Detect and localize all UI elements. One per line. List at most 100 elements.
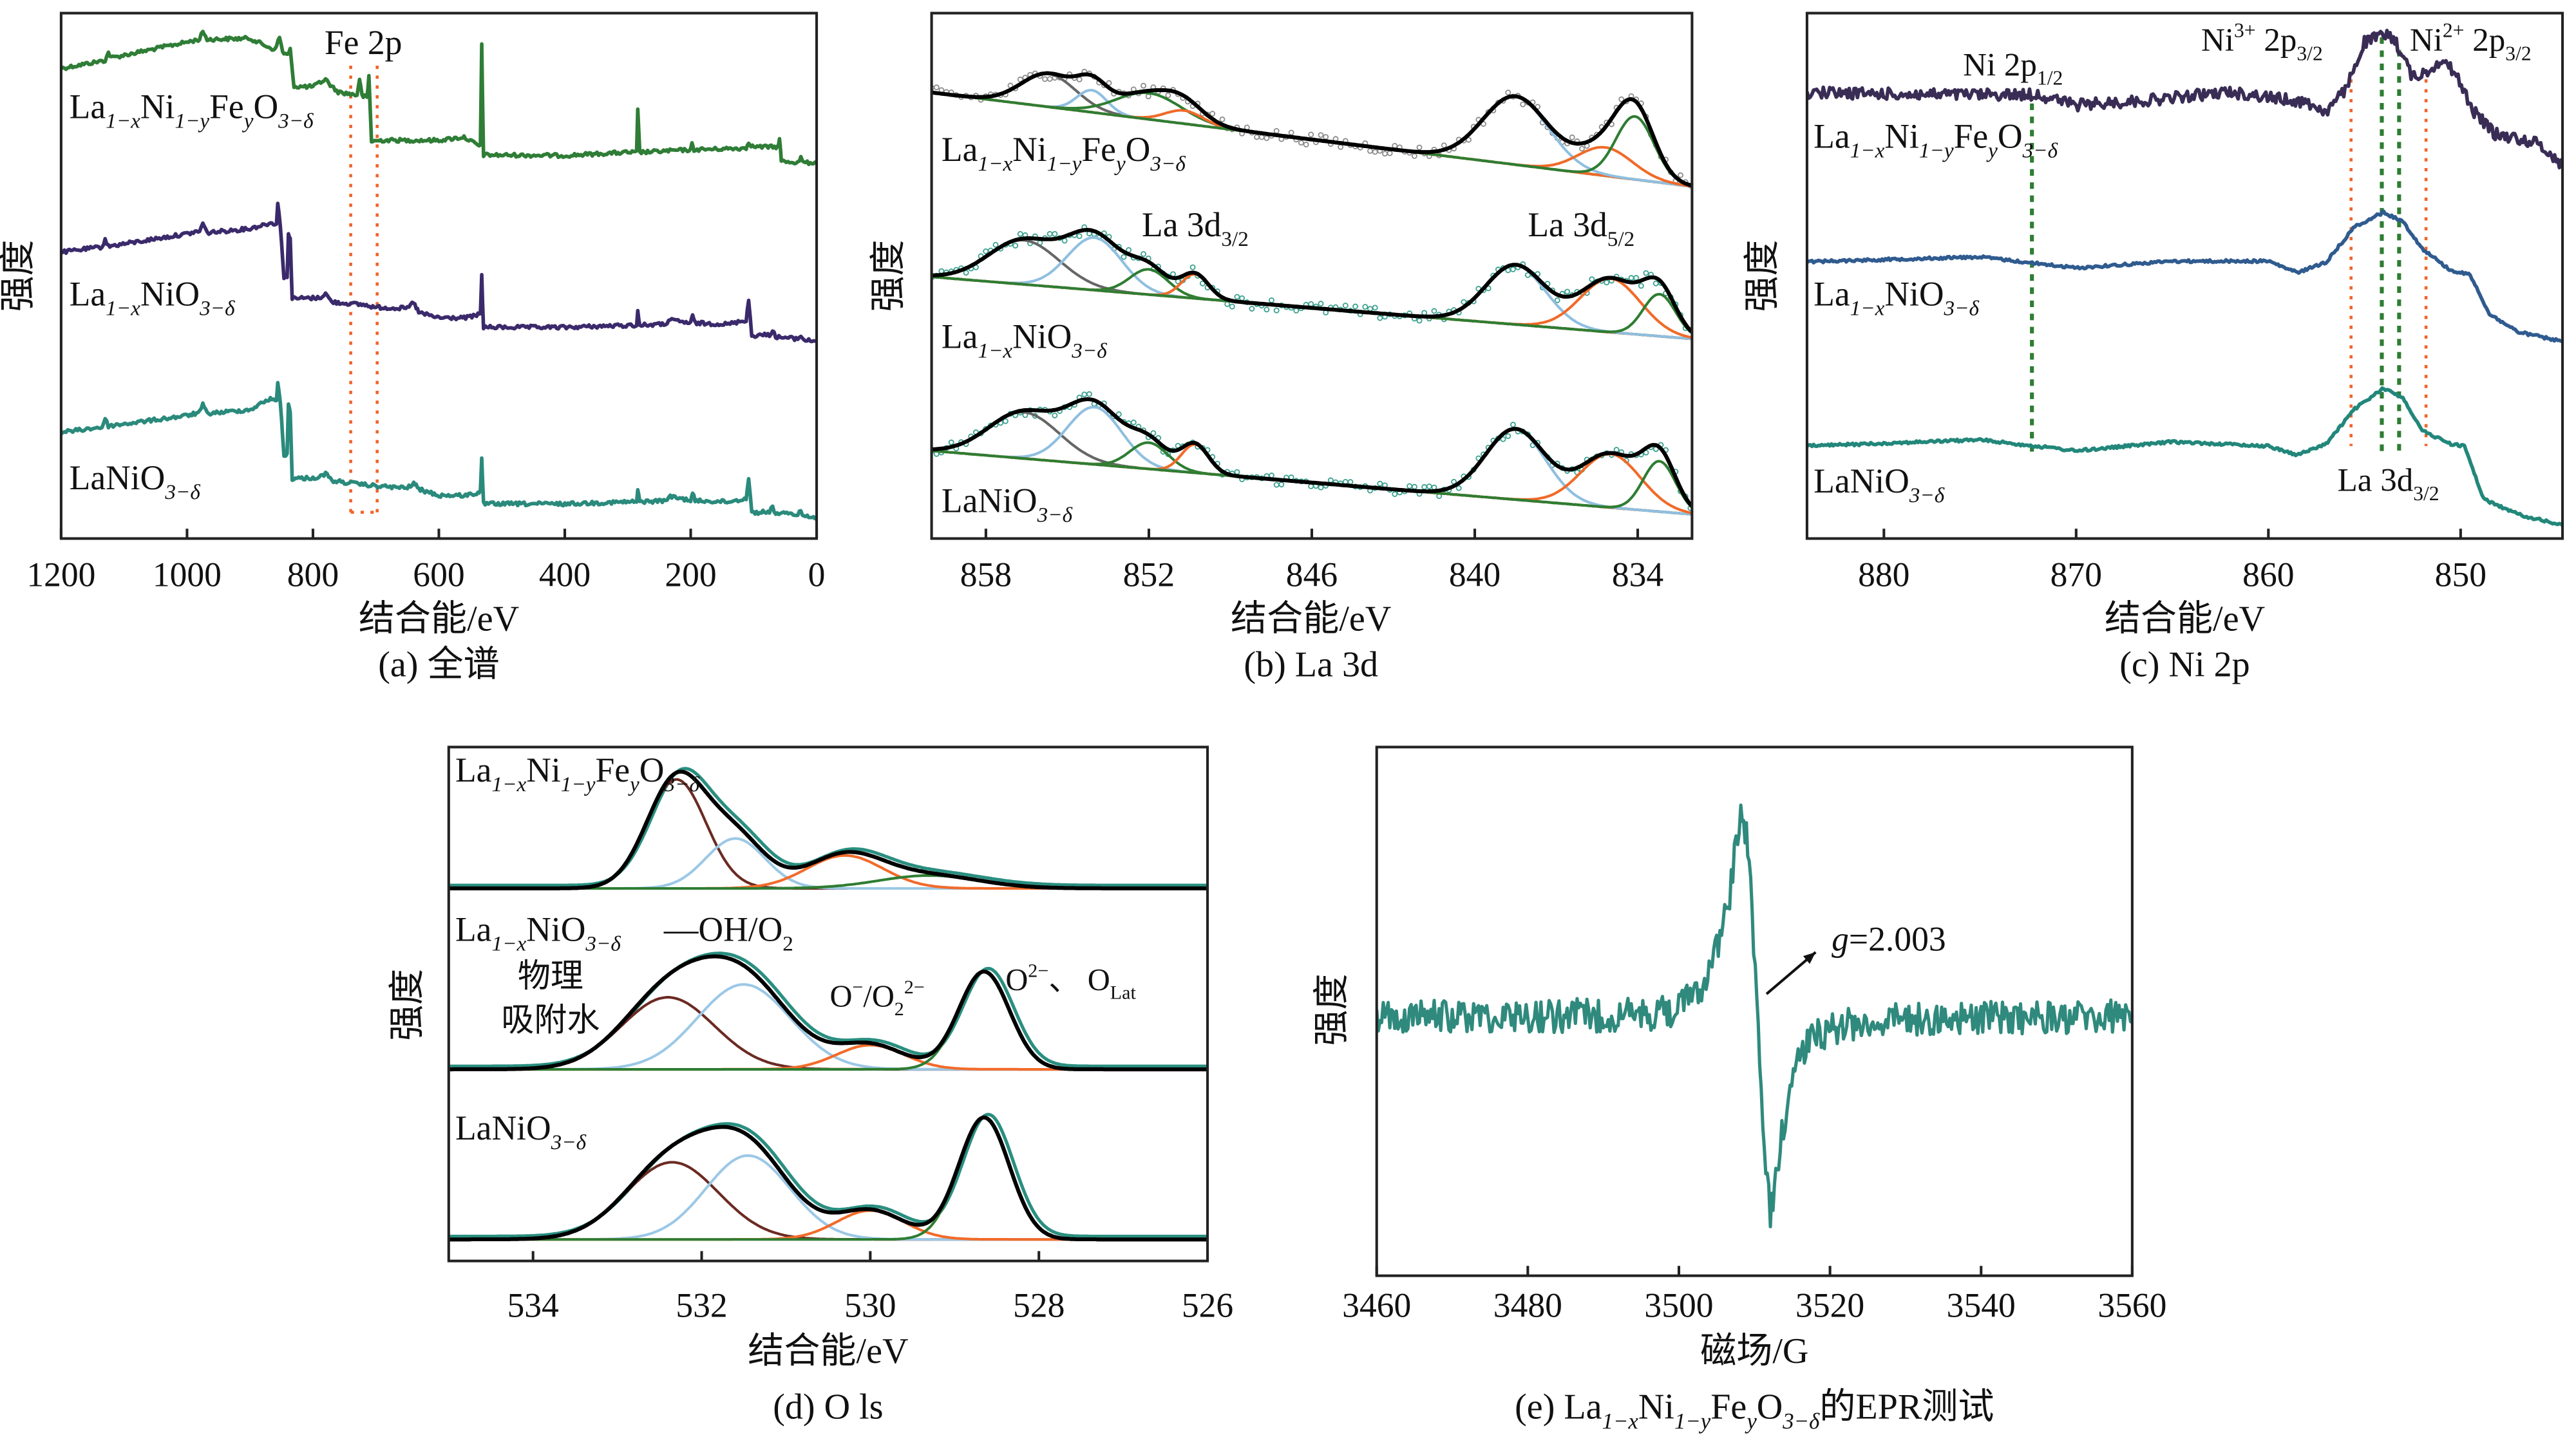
text-part: NiO <box>526 910 585 948</box>
raw-point <box>1141 82 1147 89</box>
raw-point <box>1416 317 1423 324</box>
text-part: 3−δ <box>278 109 314 133</box>
y-axis-label: 强度 <box>1312 973 1352 1046</box>
series-label: La1−xNiO3−δ <box>70 274 235 320</box>
text-part: Fe <box>209 88 244 126</box>
text-part: NiO <box>140 274 200 313</box>
text-part: NiO <box>1012 317 1072 356</box>
raw-point <box>1264 135 1270 142</box>
raw-point <box>1234 469 1240 475</box>
annotation-olat: O2−、 OLat <box>1005 961 1136 1004</box>
series-line <box>1376 803 2132 1228</box>
raw-point <box>1042 76 1048 82</box>
text-part: Ni <box>1012 130 1047 169</box>
text-part: 1−y <box>175 109 209 133</box>
text-part: O <box>1126 130 1151 169</box>
x-tick-label: 870 <box>2050 555 2102 594</box>
text-part: Ni <box>140 88 175 126</box>
annotation-xifushui: 吸附水 <box>501 1003 600 1039</box>
text-part: 3−δ <box>551 1130 587 1154</box>
text-part: Fe <box>1710 1387 1747 1427</box>
raw-point <box>1017 230 1023 237</box>
raw-point <box>1269 473 1274 478</box>
panel-caption: (b) La 3d <box>1244 645 1378 685</box>
plot-frame <box>447 746 1209 1262</box>
text-part: 2− <box>1028 961 1048 982</box>
text-part: 3−δ <box>2022 139 2058 163</box>
raw-point <box>1076 76 1083 82</box>
raw-point <box>1046 76 1053 82</box>
panel-d: La1−xNi1−yFeyO3−δLa1−xNiO3−δLaNiO3−δ—OH/… <box>388 746 1233 1427</box>
text-part: —OH/O <box>663 910 782 948</box>
text-part: 3−δ <box>585 932 621 955</box>
text-part: La 3d <box>2338 463 2414 499</box>
series-line <box>61 380 817 521</box>
raw-point <box>1362 304 1368 310</box>
y-axis-label: 强度 <box>1743 239 1783 312</box>
text-part: 1−x <box>1602 1409 1639 1434</box>
y-axis-label: 强度 <box>388 969 428 1041</box>
series-line <box>61 202 817 344</box>
text-part: 3−δ <box>1944 296 1980 320</box>
raw-point <box>1367 147 1373 154</box>
x-tick-label: 1200 <box>26 555 95 594</box>
raw-point <box>1338 144 1344 150</box>
text-part: La <box>1814 117 1850 156</box>
x-tick-label: 200 <box>665 555 716 594</box>
raw-point <box>1431 308 1437 314</box>
raw-point <box>933 84 940 91</box>
series-line <box>61 30 817 167</box>
x-tick-label: 840 <box>1449 555 1501 594</box>
x-tick-label: 3540 <box>1947 1286 2016 1324</box>
raw-point <box>1273 482 1280 488</box>
raw-point <box>1510 266 1516 272</box>
x-tick-label: 846 <box>1286 555 1338 594</box>
text-part: /O <box>863 979 894 1013</box>
raw-point <box>1052 412 1058 418</box>
raw-point <box>1234 294 1240 300</box>
text-part: Fe <box>1081 130 1116 169</box>
text-part: (a) 全谱 <box>378 645 499 685</box>
x-tick-label: 534 <box>507 1286 559 1324</box>
plot-frame <box>1805 12 2564 540</box>
text-part: 5/2 <box>1607 227 1634 251</box>
text-part: Ni <box>526 751 561 789</box>
text-part: Ni <box>1638 1387 1674 1427</box>
text-part: O <box>1998 117 2023 156</box>
text-part: LaNiO <box>1814 462 1909 500</box>
x-axis-label: 结合能/eV <box>359 599 519 639</box>
text-part: 3−δ <box>199 296 235 320</box>
text-part: =2.003 <box>1849 920 1946 959</box>
raw-point <box>1441 142 1447 149</box>
raw-point <box>1392 491 1398 497</box>
annotation-wuli: 物理 <box>518 959 583 995</box>
text-part: 1−x <box>106 109 140 133</box>
raw-point <box>1086 391 1092 397</box>
text-part: 吸附水 <box>501 1003 600 1039</box>
text-part: 1−y <box>561 773 596 796</box>
raw-point <box>1273 307 1280 314</box>
x-tick-label: 860 <box>2242 555 2294 594</box>
raw-point <box>1303 142 1309 147</box>
annotation-gval: g=2.003 <box>1832 920 1946 959</box>
raw-point <box>1554 297 1560 303</box>
x-tick-label: 528 <box>1013 1286 1065 1324</box>
panel-caption: (d) O ls <box>773 1387 883 1427</box>
raw-point <box>1012 243 1019 249</box>
text-part: 3/2 <box>2297 42 2322 64</box>
raw-point <box>1308 131 1314 138</box>
series-label: La1−xNiO3−δ <box>942 317 1107 363</box>
annotation-oo2: O−/O22− <box>829 977 924 1020</box>
raw-point <box>1382 151 1388 157</box>
text-part: 3−δ <box>164 480 200 504</box>
raw-point <box>1209 111 1216 117</box>
raw-point <box>1618 96 1625 102</box>
plot-area <box>1376 803 2132 1228</box>
fit-envelope <box>931 71 1692 188</box>
text-part: 1−x <box>978 339 1012 363</box>
text-part: 3−δ <box>1782 1409 1820 1434</box>
fit-envelope <box>931 227 1692 333</box>
raw-point <box>1372 305 1378 311</box>
